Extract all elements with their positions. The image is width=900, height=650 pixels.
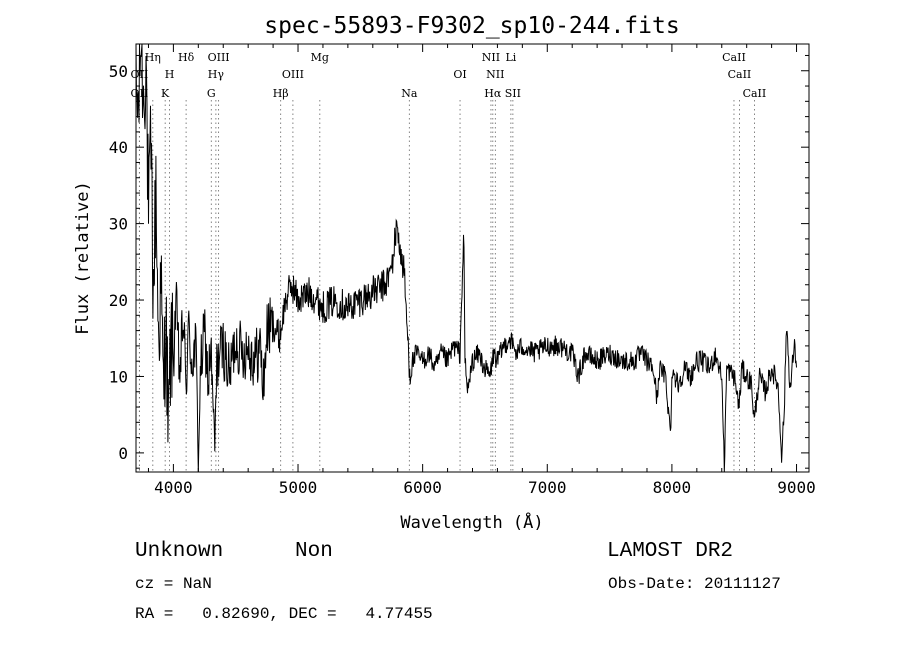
observation-date: Obs-Date: 20111127 xyxy=(608,575,781,593)
emission-line-label: CaII xyxy=(728,68,752,81)
x-tick-label: 7000 xyxy=(528,478,567,497)
x-axis-label: Wavelength (Å) xyxy=(400,511,543,533)
emission-line-label: CaII xyxy=(722,51,746,64)
y-tick-label: 0 xyxy=(118,444,128,463)
emission-line-label: Mg xyxy=(311,51,329,64)
axis-ticks: 4000 5000 6000 7000 8000 9000 0 10 20 30 40 50 xyxy=(109,44,816,497)
emission-line-label: Hγ xyxy=(208,68,225,81)
spectral-class: Unknown xyxy=(135,540,224,563)
emission-line-label: NII xyxy=(482,51,500,64)
y-tick-label: 30 xyxy=(109,215,128,234)
y-tick-label: 50 xyxy=(109,62,128,81)
emission-line-label: Hβ xyxy=(273,87,289,100)
emission-line-label: Na xyxy=(401,87,418,100)
spectral-subclass: Non xyxy=(295,540,333,563)
spectrum-line xyxy=(135,43,797,473)
x-tick-label: 9000 xyxy=(777,478,816,497)
y-axis-label: Flux (relative) xyxy=(73,181,93,335)
x-tick-label: 5000 xyxy=(279,478,318,497)
emission-line-label: NII xyxy=(486,68,504,81)
emission-line-label: K xyxy=(161,87,170,100)
emission-line-label: OIII xyxy=(208,51,230,64)
x-tick-label: 8000 xyxy=(653,478,692,497)
emission-line-label: OIII xyxy=(282,68,304,81)
emission-line-label: SII xyxy=(505,87,521,100)
emission-line-label: CaII xyxy=(743,87,767,100)
y-tick-label: 20 xyxy=(109,291,128,310)
emission-line-label: Hδ xyxy=(178,51,195,64)
survey-name: LAMOST DR2 xyxy=(607,540,734,563)
plot-frame xyxy=(135,43,810,473)
emission-line-label: G xyxy=(207,87,216,100)
emission-line-label: H xyxy=(165,68,175,81)
emission-line-label: Hα xyxy=(484,87,502,100)
redshift-value: cz = NaN xyxy=(135,575,212,593)
emission-line-label: OI xyxy=(453,68,466,81)
y-tick-label: 40 xyxy=(109,138,128,157)
x-tick-label: 6000 xyxy=(403,478,442,497)
emission-line-label: Li xyxy=(505,51,516,64)
y-tick-label: 10 xyxy=(109,367,128,386)
chart-title: spec-55893-F9302_sp10-244.fits xyxy=(264,13,679,39)
emission-line-label: Hη xyxy=(145,51,161,64)
x-tick-label: 4000 xyxy=(154,478,193,497)
coordinates: RA = 0.82690, DEC = 4.77455 xyxy=(135,605,433,623)
